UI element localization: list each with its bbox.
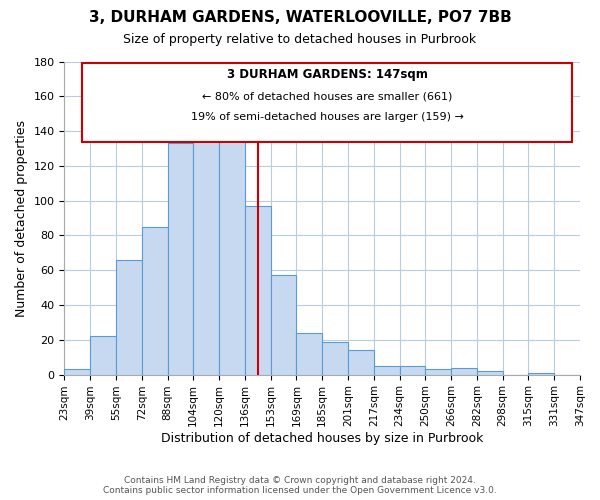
Bar bbox=[374, 366, 400, 374]
Bar bbox=[142, 226, 167, 374]
Bar bbox=[477, 371, 503, 374]
Bar bbox=[322, 342, 348, 374]
X-axis label: Distribution of detached houses by size in Purbrook: Distribution of detached houses by size … bbox=[161, 432, 484, 445]
Bar bbox=[245, 206, 271, 374]
Text: 19% of semi-detached houses are larger (159) →: 19% of semi-detached houses are larger (… bbox=[191, 112, 464, 122]
Text: Contains HM Land Registry data © Crown copyright and database right 2024.
Contai: Contains HM Land Registry data © Crown c… bbox=[103, 476, 497, 495]
Bar bbox=[116, 260, 142, 374]
Bar bbox=[193, 126, 219, 374]
Bar bbox=[400, 366, 425, 374]
Text: 3, DURHAM GARDENS, WATERLOOVILLE, PO7 7BB: 3, DURHAM GARDENS, WATERLOOVILLE, PO7 7B… bbox=[89, 10, 511, 25]
Bar bbox=[219, 114, 245, 374]
Bar bbox=[90, 336, 116, 374]
Bar bbox=[451, 368, 477, 374]
Bar bbox=[64, 370, 90, 374]
Bar bbox=[348, 350, 374, 374]
Bar bbox=[425, 370, 451, 374]
Bar bbox=[296, 333, 322, 374]
Bar bbox=[167, 144, 193, 374]
Y-axis label: Number of detached properties: Number of detached properties bbox=[15, 120, 28, 316]
Bar bbox=[271, 276, 296, 374]
Bar bbox=[529, 373, 554, 374]
Text: Size of property relative to detached houses in Purbrook: Size of property relative to detached ho… bbox=[124, 32, 476, 46]
Text: 3 DURHAM GARDENS: 147sqm: 3 DURHAM GARDENS: 147sqm bbox=[227, 68, 428, 82]
FancyBboxPatch shape bbox=[82, 63, 572, 142]
Text: ← 80% of detached houses are smaller (661): ← 80% of detached houses are smaller (66… bbox=[202, 91, 452, 101]
